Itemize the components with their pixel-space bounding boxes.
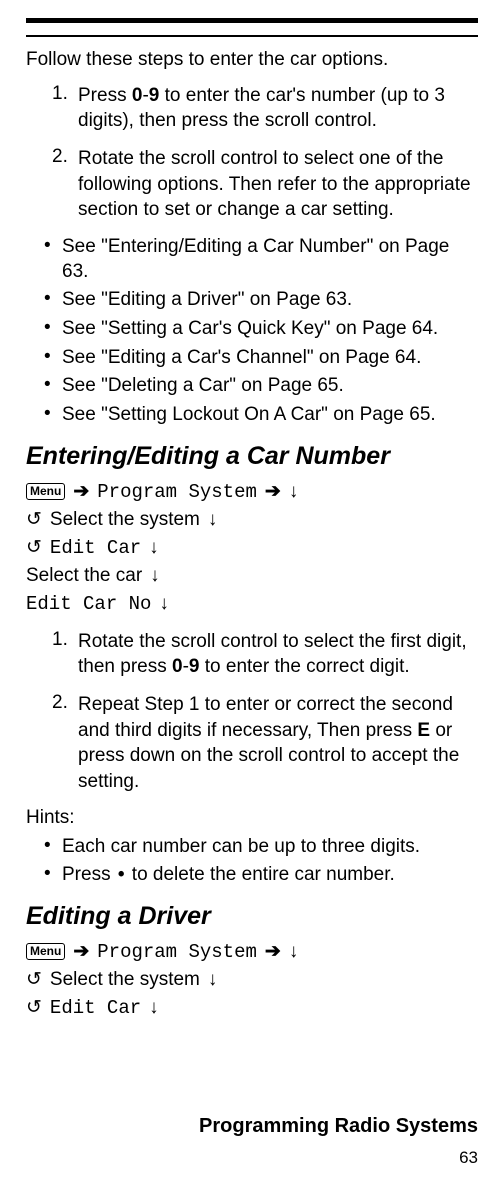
rule-thin (26, 35, 478, 37)
ordered-body: Rotate the scroll control to select one … (78, 146, 478, 223)
menu-path-text: Program System (97, 941, 257, 963)
bullet-item: •See "Entering/Editing a Car Number" on … (44, 235, 478, 284)
bullet-glyph: • (44, 374, 62, 399)
dot-key-icon: • (116, 864, 127, 885)
rotate-icon: ↺ (26, 536, 42, 559)
rotate-icon: ↺ (26, 968, 42, 991)
section-heading-editing-driver: Editing a Driver (26, 902, 478, 931)
rule-thick (26, 18, 478, 23)
hints-label: Hints: (26, 807, 478, 829)
nav-line: ↺ Edit Car ↓ (26, 995, 478, 1021)
bullet-item: •See "Editing a Driver" on Page 63. (44, 288, 478, 313)
arrow-down-icon: ↓ (289, 941, 299, 963)
nav-text: Select the car (26, 565, 142, 587)
ordered-item-1: 1. Rotate the scroll control to select t… (52, 629, 478, 680)
ordered-num: 2. (52, 146, 78, 223)
bullet-glyph: • (44, 288, 62, 313)
menu-path-text: Edit Car No (26, 593, 151, 615)
page-number: 63 (459, 1148, 478, 1168)
bullet-text: See "Setting a Car's Quick Key" on Page … (62, 317, 438, 342)
menu-path-text: Edit Car (50, 537, 141, 559)
arrow-down-icon: ↓ (159, 593, 169, 615)
arrow-down-icon: ↓ (150, 565, 160, 587)
arrow-right-icon: ➔ (73, 940, 89, 963)
nav-line: Menu ➔ Program System ➔ ↓ (26, 939, 478, 965)
bullet-text: See "Deleting a Car" on Page 65. (62, 374, 344, 399)
ordered-item-2: 2. Repeat Step 1 to enter or correct the… (52, 692, 478, 795)
ordered-item-2: 2. Rotate the scroll control to select o… (52, 146, 478, 223)
rotate-icon: ↺ (26, 508, 42, 531)
arrow-down-icon: ↓ (208, 969, 218, 991)
ordered-body: Repeat Step 1 to enter or correct the se… (78, 692, 478, 795)
bullet-glyph: • (44, 403, 62, 428)
nav-line: Menu ➔ Program System ➔ ↓ (26, 479, 478, 505)
arrow-down-icon: ↓ (149, 997, 159, 1019)
footer-section-title: Programming Radio Systems (199, 1115, 478, 1138)
menu-path-text: Edit Car (50, 997, 141, 1019)
nav-line: ↺ Edit Car ↓ (26, 535, 478, 561)
key-label: 0 (172, 656, 183, 677)
intro-text: Follow these steps to enter the car opti… (26, 47, 478, 73)
ordered-body: Press 0-9 to enter the car's number (up … (78, 83, 478, 134)
rotate-icon: ↺ (26, 996, 42, 1019)
arrow-down-icon: ↓ (208, 509, 218, 531)
bullet-text: See "Entering/Editing a Car Number" on P… (62, 235, 478, 284)
bullet-text: See "Setting Lockout On A Car" on Page 6… (62, 403, 436, 428)
nav-line: ↺ Select the system ↓ (26, 507, 478, 533)
arrow-right-icon: ➔ (73, 480, 89, 503)
ordered-body: Rotate the scroll control to select the … (78, 629, 478, 680)
nav-line: Select the car ↓ (26, 563, 478, 589)
key-label: 9 (149, 85, 160, 106)
bullet-glyph: • (44, 863, 62, 888)
ordered-item-1: 1. Press 0-9 to enter the car's number (… (52, 83, 478, 134)
arrow-right-icon: ➔ (265, 480, 281, 503)
bullet-item: • Press • to delete the entire car numbe… (44, 863, 478, 888)
bullet-glyph: • (44, 235, 62, 284)
manual-page: Follow these steps to enter the car opti… (0, 0, 504, 1180)
bullet-item: •See "Setting Lockout On A Car" on Page … (44, 403, 478, 428)
text-fragment: to delete the entire car number. (127, 864, 395, 885)
nav-line: ↺ Select the system ↓ (26, 967, 478, 993)
bullet-glyph: • (44, 346, 62, 371)
nav-line: Edit Car No ↓ (26, 591, 478, 617)
bullet-item: •See "Setting a Car's Quick Key" on Page… (44, 317, 478, 342)
menu-key-icon: Menu (26, 943, 65, 960)
bullet-text: See "Editing a Car's Channel" on Page 64… (62, 346, 421, 371)
text-fragment: Repeat Step 1 to enter or correct the se… (78, 694, 453, 741)
text-fragment: Press (62, 864, 116, 885)
arrow-down-icon: ↓ (289, 481, 299, 503)
nav-text: Select the system (50, 509, 200, 531)
text-fragment: to enter the correct digit. (199, 656, 409, 677)
ordered-num: 1. (52, 629, 78, 680)
key-label: 0 (132, 85, 143, 106)
nav-text: Select the system (50, 969, 200, 991)
key-label: 9 (189, 656, 200, 677)
ordered-num: 1. (52, 83, 78, 134)
bullet-glyph: • (44, 317, 62, 342)
menu-key-icon: Menu (26, 483, 65, 500)
text-fragment: Press (78, 85, 132, 106)
ordered-num: 2. (52, 692, 78, 795)
arrow-down-icon: ↓ (149, 537, 159, 559)
arrow-right-icon: ➔ (265, 940, 281, 963)
section-heading-entering-editing: Entering/Editing a Car Number (26, 442, 478, 471)
bullet-item: •Each car number can be up to three digi… (44, 835, 478, 860)
bullet-item: •See "Deleting a Car" on Page 65. (44, 374, 478, 399)
bullet-text: See "Editing a Driver" on Page 63. (62, 288, 352, 313)
key-label: E (417, 720, 430, 741)
bullet-text: Each car number can be up to three digit… (62, 835, 420, 860)
bullet-text: Press • to delete the entire car number. (62, 863, 395, 888)
bullet-item: •See "Editing a Car's Channel" on Page 6… (44, 346, 478, 371)
menu-path-text: Program System (97, 481, 257, 503)
bullet-glyph: • (44, 835, 62, 860)
